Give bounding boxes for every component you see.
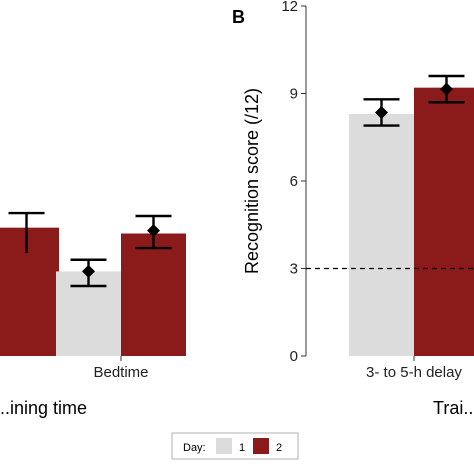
- y-tick-label: 12: [281, 0, 298, 15]
- mean-point-day2: [147, 224, 160, 238]
- legend-label-day2: 2: [276, 442, 282, 454]
- bar-3-to-5-h-delay-day1: [349, 113, 414, 357]
- legend-frame: [171, 432, 299, 460]
- x-tick-label: 3- to 5-h delay: [366, 364, 462, 381]
- y-tick-label: 9: [290, 86, 298, 103]
- mean-point-day1: [82, 264, 95, 278]
- legend-swatch-day1: [216, 438, 232, 454]
- x-tick-label: Bedtime: [93, 364, 148, 381]
- panel-a: ...yBedtime: [0, 211, 186, 381]
- legend-swatch-day2: [253, 438, 269, 454]
- legend-label-day1: 1: [239, 442, 245, 454]
- panel-a-xaxis-label: ...ining time: [0, 398, 87, 418]
- mean-point-day2: [440, 82, 453, 96]
- error-bar-day2: [8, 211, 45, 254]
- mean-point-day1: [375, 105, 388, 119]
- panel-b: 3- to 5-h delay 0 3 6 9 12: [281, 0, 474, 381]
- legend: Day: 1 2: [171, 432, 299, 460]
- y-tick-label: 6: [290, 173, 298, 190]
- panel-b-yaxis-label: Recognition score (/12): [242, 88, 262, 274]
- y-tick-label: 3: [290, 261, 298, 278]
- bar--y-day2: [0, 227, 59, 356]
- legend-title: Day:: [183, 442, 206, 454]
- y-tick-label: 0: [290, 348, 298, 365]
- panel-b-label: B: [232, 7, 245, 27]
- bar-bedtime-day2: [121, 233, 186, 356]
- panel-b-xaxis-label: Trai...: [433, 398, 474, 418]
- bar-3-to-5-h-delay-day2: [414, 87, 474, 357]
